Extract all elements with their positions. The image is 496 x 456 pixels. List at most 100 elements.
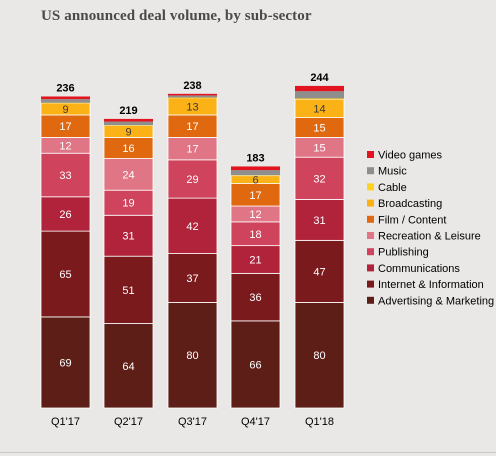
bar-advertising-marketing-q3-17 [167, 301, 218, 409]
legend-label-music: Music [378, 166, 407, 178]
legend-label-internet-information: Internet & Information [378, 279, 484, 291]
bar-music-q1-17 [41, 99, 90, 103]
bar-value-label: 15 [313, 123, 325, 135]
chart-title: US announced deal volume, by sub-sector [41, 8, 312, 24]
legend-swatch-music [367, 167, 374, 175]
x-tick-label: Q4'17 [241, 416, 270, 428]
legend-label-cable: Cable [378, 182, 407, 194]
bar-value-label: 32 [313, 173, 325, 185]
bar-internet-information-q3-17 [167, 253, 218, 303]
bar-publishing-q1-17 [40, 152, 91, 198]
x-tick-label: Q1'18 [305, 416, 334, 428]
legend-swatch-communications [367, 264, 374, 272]
bar-video-games-q1-17 [41, 96, 90, 100]
bar-value-label: 16 [122, 143, 134, 155]
bar-communications-q1-17 [40, 196, 91, 232]
bar-internet-information-q1-18 [294, 239, 345, 303]
bar-music-q1-18 [295, 91, 344, 99]
legend-swatch-video-games [367, 151, 374, 158]
bar-internet-information-q4-17 [230, 272, 281, 322]
x-tick-label: Q3'17 [178, 416, 207, 428]
legend-label-film-content: Film / Content [378, 214, 446, 226]
bar-value-label: 31 [313, 215, 325, 227]
bar-music-q3-17 [168, 95, 217, 98]
legend-label-video-games: Video games [378, 150, 443, 162]
bar-value-label: 29 [186, 174, 198, 186]
legend-label-publishing: Publishing [378, 247, 429, 259]
bar-value-label: 12 [59, 140, 71, 152]
bar-value-label: 64 [122, 361, 134, 373]
bar-value-label: 15 [313, 142, 325, 154]
bar-publishing-q3-17 [167, 159, 218, 199]
bar-internet-information-q2-17 [103, 255, 154, 324]
bar-value-label: 6 [252, 175, 258, 187]
bar-value-label: 18 [249, 229, 261, 241]
legend-label-advertising-marketing: Advertising & Marketing [378, 295, 494, 307]
bar-value-label: 14 [313, 103, 325, 115]
bar-value-label: 13 [186, 101, 198, 113]
bar-total-label: 238 [183, 80, 201, 92]
bar-value-label: 51 [122, 285, 134, 297]
bar-value-label: 42 [186, 221, 198, 233]
bar-value-label: 80 [186, 350, 198, 362]
bar-cable-q3-17 [168, 97, 217, 99]
bar-value-label: 19 [122, 198, 134, 210]
bar-total-label: 183 [246, 152, 264, 164]
bar-value-label: 24 [122, 169, 134, 181]
legend-swatch-broadcasting [367, 199, 374, 207]
legend-swatch-advertising-marketing [367, 296, 374, 304]
bar-cable-q1-17 [41, 102, 90, 104]
bar-recreation-leisure-q2-17 [103, 158, 154, 191]
bar-video-games-q2-17 [104, 118, 153, 122]
bar-value-label: 69 [59, 357, 71, 369]
bar-video-games-q4-17 [231, 166, 280, 171]
bar-cable-q2-17 [104, 125, 153, 126]
legend-label-broadcasting: Broadcasting [378, 198, 442, 210]
bar-value-label: 66 [249, 359, 261, 371]
bar-music-q2-17 [104, 121, 153, 126]
bar-value-label: 80 [313, 350, 325, 362]
bar-value-label: 65 [59, 269, 71, 281]
bar-publishing-q1-18 [294, 156, 345, 200]
bar-communications-q2-17 [103, 214, 154, 257]
bar-value-label: 17 [186, 144, 198, 156]
bar-value-label: 17 [249, 190, 261, 202]
legend-swatch-internet-information [367, 280, 374, 288]
x-tick-label: Q1'17 [51, 416, 80, 428]
bar-value-label: 33 [59, 170, 71, 182]
bar-video-games-q1-18 [295, 85, 344, 92]
legend: Video games Music Cable Broadcasting Film / … [367, 150, 494, 307]
legend-label-communications: Communications [378, 263, 460, 275]
legend-label-recreation-leisure: Recreation & Leisure [378, 231, 481, 243]
legend-swatch-recreation-leisure [367, 232, 374, 239]
bar-communications-q3-17 [167, 197, 218, 254]
bar-value-label: 36 [249, 292, 261, 304]
value-labels-group: 69 65 26 33 12 17 9 236 Q1'17 64 51 31 19 24 16 9 219 Q2'… [51, 72, 334, 428]
bar-advertising-marketing-q4-17 [230, 320, 281, 409]
legend-swatch-film-content [367, 215, 374, 223]
bar-value-label: 26 [59, 209, 71, 221]
bar-internet-information-q1-17 [40, 230, 91, 318]
bar-total-label: 219 [119, 105, 137, 117]
bars-group [40, 85, 345, 409]
bar-video-games-q3-17 [168, 93, 217, 96]
bar-music-q4-17 [231, 170, 280, 176]
bar-cable-q1-18 [295, 98, 344, 100]
bar-value-label: 37 [186, 273, 198, 285]
bar-value-label: 17 [59, 121, 71, 133]
bottom-divider [0, 452, 496, 453]
legend-swatch-cable [367, 183, 374, 191]
bar-total-label: 236 [56, 82, 74, 94]
bar-value-label: 9 [62, 104, 68, 116]
bar-advertising-marketing-q1-18 [294, 301, 345, 409]
bar-value-label: 31 [122, 231, 134, 243]
x-tick-label: Q2'17 [114, 416, 143, 428]
bar-value-label: 47 [313, 266, 325, 278]
legend-swatch-publishing [367, 248, 374, 256]
bar-cable-q4-17 [231, 175, 280, 176]
bar-value-label: 17 [186, 121, 198, 133]
bar-advertising-marketing-q2-17 [103, 323, 154, 409]
bar-advertising-marketing-q1-17 [40, 316, 91, 409]
bar-total-label: 244 [310, 72, 329, 84]
